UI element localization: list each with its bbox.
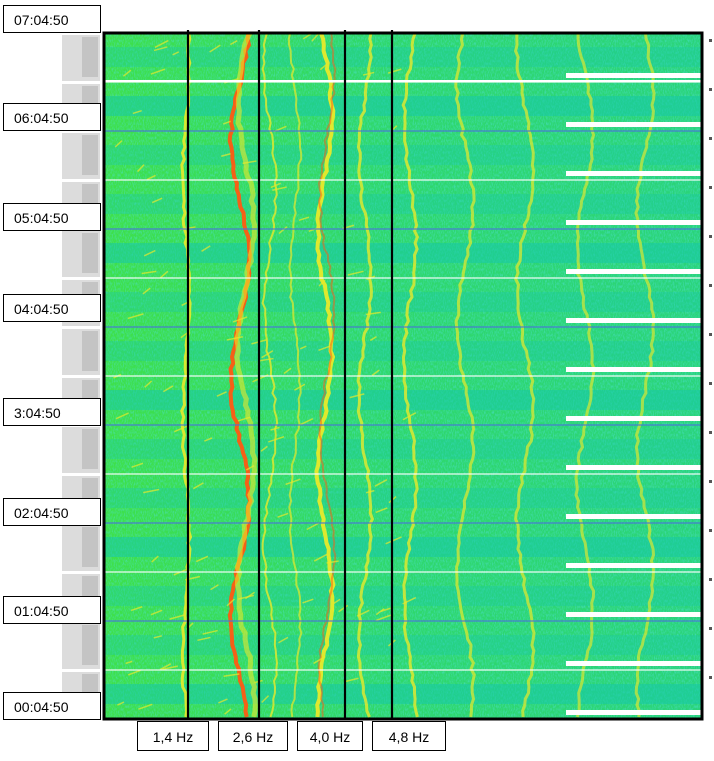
time-label: 00:04:50 bbox=[3, 692, 101, 720]
frequency-marker-label: 2,6 Hz bbox=[218, 721, 288, 751]
time-label: 07:04:50 bbox=[3, 5, 101, 33]
time-label: 01:04:50 bbox=[3, 596, 101, 624]
frequency-marker-label: 1,4 Hz bbox=[137, 721, 209, 751]
spectrogram-plot-area bbox=[102, 30, 704, 721]
plot-frame bbox=[102, 31, 704, 721]
frequency-marker-label: 4,0 Hz bbox=[297, 721, 363, 751]
time-label: 05:04:50 bbox=[3, 203, 101, 231]
right-edge-marks bbox=[709, 39, 712, 679]
frequency-marker-label: 4,8 Hz bbox=[372, 721, 446, 751]
time-label: 3:04:50 bbox=[3, 398, 101, 426]
time-label: 02:04:50 bbox=[3, 498, 101, 526]
time-label: 04:04:50 bbox=[3, 294, 101, 322]
time-label: 06:04:50 bbox=[3, 103, 101, 131]
